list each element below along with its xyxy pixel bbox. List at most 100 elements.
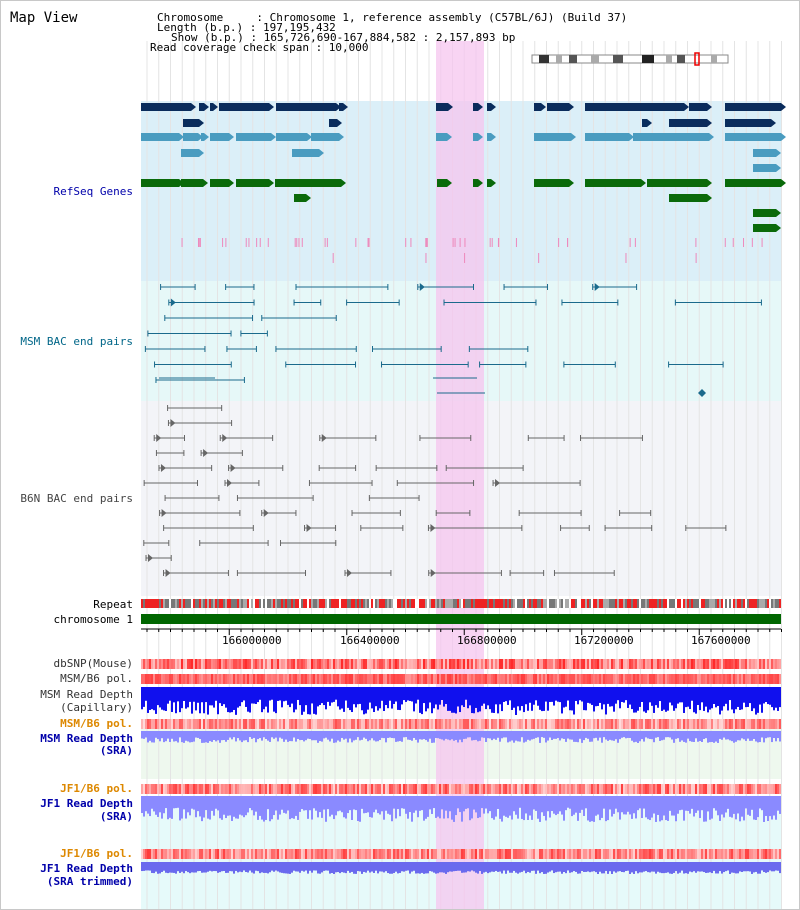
track-label-msm-bac[interactable]: MSM BAC end pairs [20, 335, 133, 348]
polymorphism-bin [253, 719, 255, 729]
track-label-msm-b6-pol[interactable]: MSM/B6 pol. [60, 672, 133, 685]
read-depth-bin [693, 687, 695, 713]
polymorphism-bin [401, 784, 403, 794]
track-label-jf1-depth-sra[interactable]: JF1 Read Depth [40, 797, 133, 810]
read-depth-bin [297, 687, 299, 700]
repeat-block [397, 599, 399, 608]
read-depth-bin [779, 731, 781, 742]
polymorphism-bin [615, 849, 617, 859]
polymorphism-bin [527, 784, 529, 794]
read-depth-bin [247, 687, 249, 712]
repeat-block [633, 599, 635, 608]
polymorphism-bin [617, 849, 619, 859]
read-depth-bin [545, 687, 547, 702]
track-label-msm-b6-pol-2[interactable]: MSM/B6 pol. [60, 717, 133, 730]
polymorphism-bin [245, 784, 247, 794]
polymorphism-bin [241, 784, 243, 794]
read-depth-bin [717, 731, 719, 743]
gene-strand-arrow [229, 179, 234, 187]
polymorphism-bin [325, 849, 327, 859]
read-depth-bin [373, 862, 375, 873]
polymorphism-bin [205, 719, 207, 729]
read-depth-bin [227, 796, 229, 816]
read-depth-bin [509, 862, 511, 873]
polymorphism-bin [297, 659, 299, 669]
read-depth-bin [441, 687, 443, 701]
polymorphism-bin [637, 849, 639, 859]
polymorphism-bin [473, 674, 475, 684]
read-depth-bin [469, 796, 471, 821]
polymorphism-bin [147, 659, 149, 669]
read-depth-bin [725, 687, 727, 704]
read-depth-bin [373, 731, 375, 741]
read-depth-bin [641, 687, 643, 702]
read-depth-bin [403, 731, 405, 738]
polymorphism-bin [551, 849, 553, 859]
polymorphism-bin [363, 784, 365, 794]
polymorphism-bin [363, 659, 365, 669]
polymorphism-bin [467, 659, 469, 669]
polymorphism-bin [357, 659, 359, 669]
gene-strand-arrow [776, 224, 781, 232]
polymorphism-bin [211, 659, 213, 669]
polymorphism-bin [191, 719, 193, 729]
polymorphism-bin [621, 719, 623, 729]
read-depth-bin [305, 796, 307, 811]
repeat-block [367, 599, 369, 608]
polymorphism-bin [723, 719, 725, 729]
read-depth-bin [491, 862, 493, 872]
repeat-block [237, 599, 239, 608]
track-label-jf1-depth-trimmed[interactable]: JF1 Read Depth [40, 862, 133, 875]
polymorphism-bin [143, 784, 145, 794]
chromosome-ideogram[interactable] [1, 1, 800, 71]
read-depth-bin [405, 731, 407, 738]
repeat-block [407, 599, 409, 608]
read-depth-bin [749, 731, 751, 741]
read-depth-bin [201, 731, 203, 743]
read-depth-bin [379, 862, 381, 872]
gene-strand-arrow [213, 103, 218, 111]
polymorphism-bin [571, 659, 573, 669]
polymorphism-bin [213, 674, 215, 684]
track-label-msm-depth-sra[interactable]: MSM Read Depth [40, 732, 133, 745]
track-label-chromosome[interactable]: chromosome 1 [53, 613, 133, 626]
polymorphism-bin [199, 719, 201, 729]
repeat-block [731, 599, 733, 608]
polymorphism-bin [771, 719, 773, 729]
polymorphism-bin [343, 784, 345, 794]
polymorphism-bin [459, 849, 461, 859]
read-depth-bin [287, 862, 289, 874]
track-label-jf1-b6-pol[interactable]: JF1/B6 pol. [60, 782, 133, 795]
read-depth-bin [157, 687, 159, 706]
track-label-refseq[interactable]: RefSeq Genes [53, 185, 133, 198]
polymorphism-bin [151, 849, 153, 859]
polymorphism-bin [337, 659, 339, 669]
track-label-jf1-b6-pol-2[interactable]: JF1/B6 pol. [60, 847, 133, 860]
read-depth-bin [519, 731, 521, 742]
polymorphism-bin [487, 719, 489, 729]
read-depth-bin [615, 731, 617, 740]
read-depth-bin [267, 796, 269, 810]
read-depth-bin [313, 687, 315, 714]
polymorphism-bin [317, 674, 319, 684]
bac-arrow [430, 524, 436, 532]
read-depth-bin [461, 731, 463, 743]
read-depth-bin [235, 687, 237, 715]
polymorphism-bin [569, 784, 571, 794]
gene-exon [534, 103, 541, 111]
polymorphism-bin [215, 719, 217, 729]
polymorphism-bin [353, 659, 355, 669]
polymorphism-bin [683, 784, 685, 794]
track-label-dbsnp[interactable]: dbSNP(Mouse) [53, 657, 133, 670]
read-depth-bin [197, 687, 199, 703]
polymorphism-bin [219, 849, 221, 859]
polymorphism-bin [503, 719, 505, 729]
read-depth-bin [235, 731, 237, 742]
polymorphism-bin [415, 719, 417, 729]
track-label-repeat[interactable]: Repeat [93, 598, 133, 611]
track-label-msm-depth-capillary[interactable]: MSM Read Depth [40, 688, 133, 701]
track-label-b6n-bac[interactable]: B6N BAC end pairs [20, 492, 133, 505]
repeat-block [715, 599, 717, 608]
polymorphism-bin [293, 674, 295, 684]
